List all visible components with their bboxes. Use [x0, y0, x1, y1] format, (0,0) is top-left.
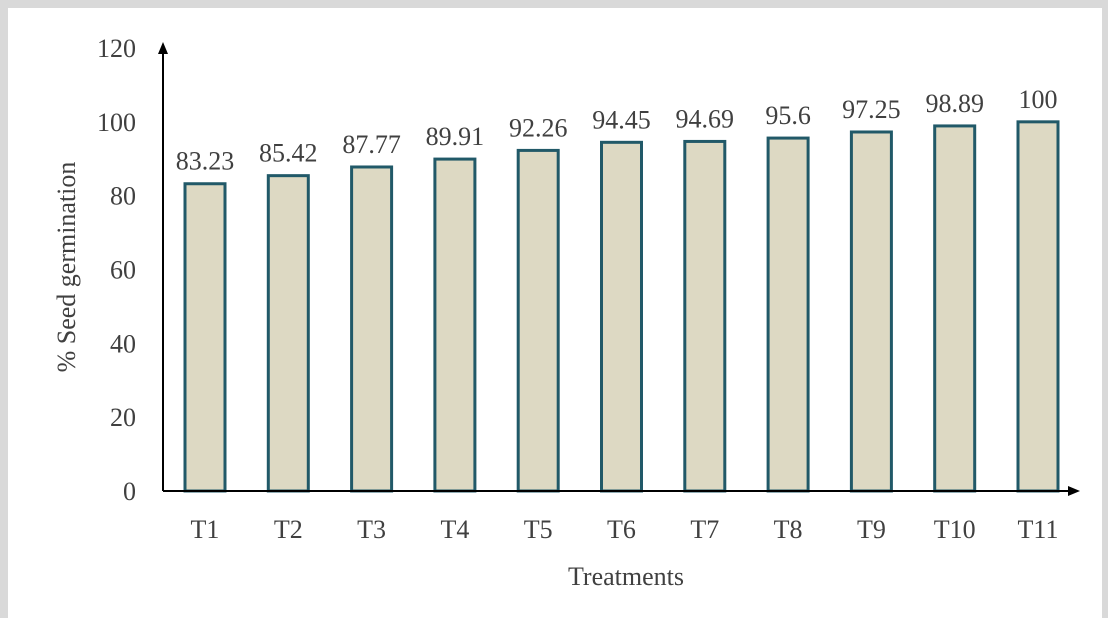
x-axis-tick-labels: T1 T2 T3 T4 T5 T6 T7 T8 T9 T10 T11 — [191, 515, 1059, 544]
bar-data-label: 92.26 — [509, 113, 568, 142]
bar-data-label: 95.6 — [765, 101, 811, 130]
x-tick-label: T8 — [774, 515, 803, 544]
y-axis-arrowhead — [158, 42, 168, 54]
bar — [851, 132, 891, 491]
x-tick-label: T11 — [1018, 515, 1059, 544]
bar — [685, 141, 725, 491]
bar-data-label: 97.25 — [842, 95, 901, 124]
x-tick-label: T6 — [607, 515, 636, 544]
y-tick-label: 120 — [97, 34, 136, 63]
x-tick-label: T1 — [191, 515, 220, 544]
bar-data-label: 98.89 — [925, 89, 984, 118]
y-tick-label: 60 — [110, 256, 136, 285]
bar — [352, 167, 392, 491]
bar — [185, 184, 225, 491]
bar-data-label: 94.45 — [592, 105, 651, 134]
x-tick-label: T9 — [857, 515, 886, 544]
y-axis-title: % Seed germination — [52, 162, 81, 373]
bar — [435, 159, 475, 491]
x-tick-label: T3 — [357, 515, 386, 544]
x-tick-label: T7 — [690, 515, 719, 544]
y-tick-label: 100 — [97, 108, 136, 137]
x-tick-label: T4 — [440, 515, 469, 544]
y-tick-label: 0 — [123, 477, 136, 506]
bar — [602, 142, 642, 491]
x-axis-title: Treatments — [568, 562, 684, 591]
bar-data-label: 87.77 — [342, 130, 401, 159]
bar-data-label: 83.23 — [176, 147, 235, 176]
x-tick-label: T5 — [524, 515, 553, 544]
y-tick-label: 40 — [110, 329, 136, 358]
y-axis-ticks: 0 20 40 60 80 100 120 — [97, 34, 136, 506]
bars — [185, 122, 1058, 491]
bar — [518, 150, 558, 491]
bar — [268, 176, 308, 491]
x-tick-label: T10 — [934, 515, 976, 544]
x-axis-arrowhead — [1068, 486, 1080, 496]
x-tick-label: T2 — [274, 515, 303, 544]
y-tick-label: 80 — [110, 182, 136, 211]
bar — [768, 138, 808, 491]
bar — [1018, 122, 1058, 491]
bar-data-label: 94.69 — [676, 104, 735, 133]
bar-data-label: 89.91 — [426, 122, 485, 151]
bar — [935, 126, 975, 491]
bar-data-label: 85.42 — [259, 139, 318, 168]
y-tick-label: 20 — [110, 403, 136, 432]
bar-data-label: 100 — [1019, 85, 1058, 114]
